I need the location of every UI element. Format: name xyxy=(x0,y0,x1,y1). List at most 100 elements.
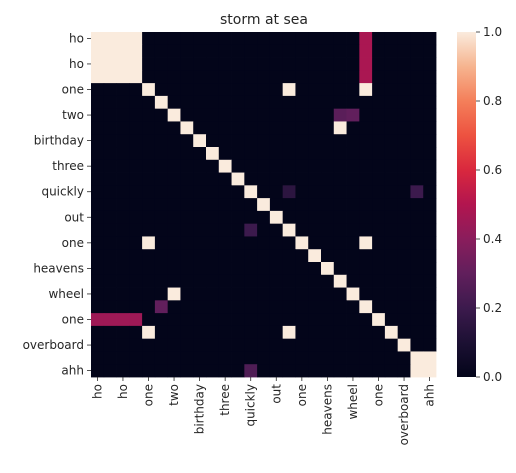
heatmap-cell xyxy=(231,351,245,365)
heatmap-cell xyxy=(257,300,271,314)
heatmap-cell xyxy=(359,83,373,97)
heatmap-cell xyxy=(308,57,322,71)
heatmap-cell xyxy=(193,147,207,161)
heatmap-cell xyxy=(397,57,411,71)
heatmap-cell xyxy=(91,364,105,378)
heatmap-cell xyxy=(410,351,424,365)
heatmap-cell xyxy=(218,287,232,301)
heatmap-cell xyxy=(103,95,117,110)
heatmap-cell xyxy=(359,236,373,250)
heatmap-cell xyxy=(397,262,411,276)
heatmap-cell xyxy=(269,223,284,237)
heatmap-cell xyxy=(103,364,117,378)
heatmap-cell xyxy=(308,210,322,225)
heatmap-cell xyxy=(206,274,220,288)
heatmap-cell xyxy=(295,159,309,173)
x-tick-label: birthday xyxy=(193,384,207,434)
heatmap-cell xyxy=(410,83,424,97)
heatmap-cell xyxy=(167,364,181,378)
heatmap-cell xyxy=(384,236,399,250)
heatmap-cell xyxy=(397,108,411,122)
heatmap-cell xyxy=(397,185,411,199)
heatmap-cell xyxy=(206,147,220,161)
heatmap-cell xyxy=(180,236,194,250)
heatmap-cell xyxy=(423,249,437,263)
heatmap-cell xyxy=(142,262,156,276)
heatmap-cell xyxy=(91,147,105,161)
heatmap-cell xyxy=(321,147,335,161)
heatmap-cell xyxy=(244,121,258,135)
heatmap-cell xyxy=(167,325,181,340)
heatmap-cell xyxy=(91,83,105,97)
heatmap-cell xyxy=(116,325,130,340)
heatmap-cell xyxy=(321,274,335,288)
heatmap-cell xyxy=(193,32,207,46)
heatmap-cell xyxy=(372,262,386,276)
heatmap-cell xyxy=(154,32,169,46)
heatmap-cell xyxy=(346,313,360,327)
heatmap-cell xyxy=(295,57,309,71)
heatmap-cell xyxy=(372,198,386,212)
heatmap-cell xyxy=(218,57,232,71)
heatmap-cell xyxy=(206,300,220,314)
heatmap-cell xyxy=(154,300,169,314)
heatmap-cell xyxy=(295,262,309,276)
heatmap-cell xyxy=(206,108,220,122)
heatmap-cell xyxy=(116,95,130,110)
heatmap-cell xyxy=(180,172,194,186)
heatmap-cell xyxy=(321,262,335,276)
heatmap-cell xyxy=(321,300,335,314)
heatmap-cell xyxy=(129,108,143,122)
heatmap-cell xyxy=(333,210,347,225)
y-tick-label: out xyxy=(64,210,84,224)
heatmap-cell xyxy=(167,32,181,46)
heatmap-cell xyxy=(384,198,399,212)
heatmap-cell xyxy=(423,147,437,161)
heatmap-cell xyxy=(193,210,207,225)
heatmap-cell xyxy=(321,287,335,301)
heatmap-cell xyxy=(116,198,130,212)
heatmap-cell xyxy=(269,364,284,378)
x-tick-label: one xyxy=(142,384,156,406)
heatmap-cell xyxy=(397,274,411,288)
heatmap-cell xyxy=(180,300,194,314)
heatmap-cell xyxy=(244,57,258,71)
heatmap-cell xyxy=(231,210,245,225)
heatmap-cell xyxy=(154,83,169,97)
heatmap-cell xyxy=(206,172,220,186)
heatmap-cell xyxy=(154,70,169,84)
heatmap-cell xyxy=(206,44,220,58)
heatmap-cell xyxy=(346,108,360,122)
heatmap-cell xyxy=(91,57,105,71)
heatmap-cell xyxy=(129,274,143,288)
heatmap-cell xyxy=(308,236,322,250)
heatmap-cell xyxy=(206,70,220,84)
heatmap-cell xyxy=(295,313,309,327)
heatmap-cell xyxy=(103,351,117,365)
heatmap-cell xyxy=(116,134,130,148)
heatmap-cell xyxy=(321,338,335,352)
heatmap-cell xyxy=(193,338,207,352)
heatmap-cell xyxy=(129,236,143,250)
heatmap-cell xyxy=(244,159,258,173)
heatmap-cell xyxy=(231,300,245,314)
heatmap-cell xyxy=(333,57,347,71)
heatmap-cell xyxy=(103,185,117,199)
heatmap-cell xyxy=(116,159,130,173)
heatmap-cell xyxy=(231,287,245,301)
heatmap-cell xyxy=(218,185,232,199)
heatmap-cell xyxy=(359,287,373,301)
heatmap-cell xyxy=(333,159,347,173)
heatmap-cell xyxy=(333,134,347,148)
heatmap-cell xyxy=(103,147,117,161)
heatmap-cell xyxy=(91,185,105,199)
heatmap-cell xyxy=(397,121,411,135)
heatmap-cell xyxy=(180,70,194,84)
heatmap-cell xyxy=(91,287,105,301)
heatmap-cell xyxy=(193,300,207,314)
heatmap-cell xyxy=(359,57,373,71)
heatmap-cell xyxy=(129,159,143,173)
heatmap-cell xyxy=(142,351,156,365)
heatmap-cell xyxy=(397,300,411,314)
